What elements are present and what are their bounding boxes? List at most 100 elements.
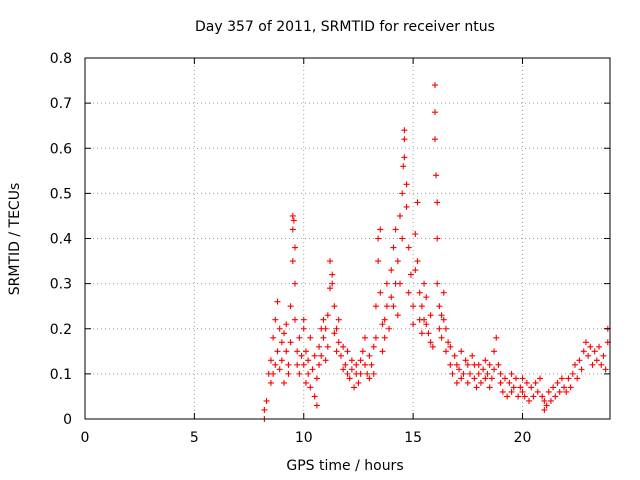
data-point xyxy=(456,366,463,373)
data-point xyxy=(296,370,303,377)
x-axis-title: GPS time / hours xyxy=(286,458,403,474)
data-point xyxy=(574,375,581,382)
data-point xyxy=(379,348,386,355)
data-point xyxy=(528,384,535,391)
data-point xyxy=(567,384,574,391)
data-point xyxy=(300,325,307,332)
data-point xyxy=(381,316,388,323)
data-point xyxy=(504,393,511,400)
data-point xyxy=(375,235,382,242)
data-point xyxy=(442,325,449,332)
data-point xyxy=(344,348,351,355)
data-point xyxy=(355,379,362,386)
data-point xyxy=(342,361,349,368)
data-point xyxy=(403,203,410,210)
data-point xyxy=(410,303,417,310)
data-point xyxy=(290,217,297,224)
data-point xyxy=(370,343,377,350)
data-point xyxy=(359,348,366,355)
data-point xyxy=(311,393,318,400)
data-point xyxy=(329,280,336,287)
data-point xyxy=(593,357,600,364)
data-point xyxy=(267,379,274,386)
data-point xyxy=(331,303,338,310)
data-point xyxy=(379,321,386,328)
data-point xyxy=(394,258,401,265)
data-point xyxy=(348,357,355,364)
data-point xyxy=(383,280,390,287)
data-point xyxy=(519,375,526,382)
data-point xyxy=(482,375,489,382)
data-point xyxy=(434,280,441,287)
data-point xyxy=(418,330,425,337)
data-point xyxy=(364,370,371,377)
data-point xyxy=(539,393,546,400)
data-point xyxy=(438,312,445,319)
data-point xyxy=(278,357,285,364)
data-point xyxy=(298,352,305,359)
data-point xyxy=(274,348,281,355)
data-point xyxy=(270,334,277,341)
data-point xyxy=(283,321,290,328)
data-point xyxy=(425,330,432,337)
data-point xyxy=(292,316,298,323)
data-point xyxy=(499,388,506,395)
data-point xyxy=(300,361,307,368)
chart-title: Day 357 of 2011, SRMTID for receiver ntu… xyxy=(195,19,495,35)
data-point xyxy=(302,379,309,386)
data-point xyxy=(427,312,434,319)
data-point xyxy=(292,244,298,251)
data-point xyxy=(543,402,550,409)
data-point xyxy=(550,384,557,391)
data-point xyxy=(429,343,436,350)
data-point xyxy=(563,388,570,395)
data-point xyxy=(427,339,434,346)
data-point xyxy=(432,109,438,116)
data-point xyxy=(493,334,500,341)
data-point xyxy=(399,190,406,197)
data-point xyxy=(475,361,482,368)
data-point xyxy=(469,352,476,359)
data-point xyxy=(582,339,589,346)
data-point xyxy=(399,235,406,242)
data-point xyxy=(541,397,548,404)
data-point xyxy=(366,352,373,359)
y-tick-label: 0 xyxy=(63,412,72,428)
data-point xyxy=(320,334,327,341)
data-point xyxy=(453,361,460,368)
data-point xyxy=(289,212,296,219)
data-point xyxy=(475,370,482,377)
data-point xyxy=(447,361,454,368)
data-point xyxy=(423,321,430,328)
data-point xyxy=(414,199,421,206)
data-point xyxy=(388,294,395,301)
data-point xyxy=(488,375,495,382)
data-point xyxy=(357,370,364,377)
data-point xyxy=(453,379,460,386)
data-point xyxy=(392,226,399,233)
data-point xyxy=(383,303,390,310)
data-point xyxy=(508,370,515,377)
data-point xyxy=(307,334,314,341)
data-point xyxy=(400,163,407,170)
data-point xyxy=(340,343,347,350)
y-tick-label: 0.7 xyxy=(50,96,72,112)
data-point xyxy=(432,82,438,89)
data-point xyxy=(537,375,543,382)
data-point xyxy=(362,361,368,368)
data-point xyxy=(565,375,572,382)
data-point xyxy=(486,384,493,391)
data-point xyxy=(351,384,358,391)
data-point xyxy=(547,397,554,404)
data-point xyxy=(558,375,565,382)
data-point xyxy=(502,375,508,382)
data-point xyxy=(394,312,401,319)
data-point xyxy=(357,357,364,364)
data-point xyxy=(320,316,327,323)
data-point xyxy=(598,361,605,368)
data-point xyxy=(324,312,331,319)
data-point xyxy=(335,316,342,323)
data-point xyxy=(270,370,277,377)
data-point xyxy=(432,136,438,143)
